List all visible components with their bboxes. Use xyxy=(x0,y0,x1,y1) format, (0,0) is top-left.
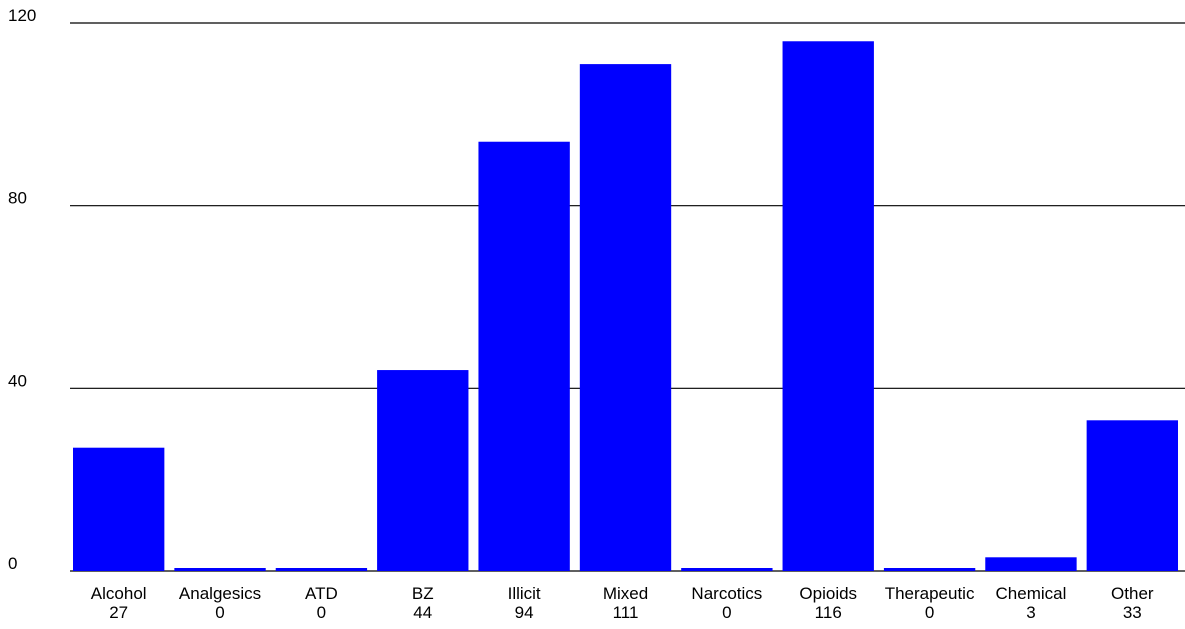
category-label: Chemical xyxy=(996,584,1067,603)
bar xyxy=(377,370,469,571)
bar xyxy=(73,447,165,571)
value-label: 0 xyxy=(215,603,224,622)
bar xyxy=(174,568,266,571)
category-label: Analgesics xyxy=(179,584,261,603)
bars xyxy=(73,41,1178,572)
value-label: 44 xyxy=(413,603,432,622)
value-label: 116 xyxy=(815,603,842,622)
bar xyxy=(681,568,773,571)
value-label: 0 xyxy=(317,603,326,622)
value-label: 94 xyxy=(515,603,534,622)
bar xyxy=(1086,420,1178,571)
y-tick-label: 80 xyxy=(8,189,27,208)
bar xyxy=(883,568,976,571)
bar xyxy=(478,141,570,571)
y-axis-ticks: 0 40 80 120 xyxy=(8,6,36,573)
x-axis-labels: Alcohol27Analgesics0ATD0BZ44Illicit94Mix… xyxy=(91,584,1154,622)
category-label: Narcotics xyxy=(691,584,762,603)
value-label: 0 xyxy=(722,603,731,622)
category-label: Mixed xyxy=(603,584,648,603)
bar xyxy=(985,557,1077,571)
category-label: Illicit xyxy=(508,584,541,603)
category-label: Other xyxy=(1111,584,1154,603)
category-label: ATD xyxy=(305,584,338,603)
value-label: 111 xyxy=(613,603,639,622)
category-label: Opioids xyxy=(799,584,857,603)
category-label: BZ xyxy=(412,584,434,603)
value-label: 27 xyxy=(109,603,128,622)
category-label: Alcohol xyxy=(91,584,147,603)
y-tick-label: 40 xyxy=(8,371,27,390)
bar xyxy=(579,64,672,571)
value-label: 0 xyxy=(925,603,934,622)
y-tick-label: 0 xyxy=(8,554,17,573)
value-label: 3 xyxy=(1026,603,1035,622)
bar xyxy=(782,41,874,572)
y-tick-label: 120 xyxy=(8,6,36,25)
category-label: Therapeutic xyxy=(885,584,975,603)
value-label: 33 xyxy=(1123,603,1142,622)
bar xyxy=(275,568,368,571)
